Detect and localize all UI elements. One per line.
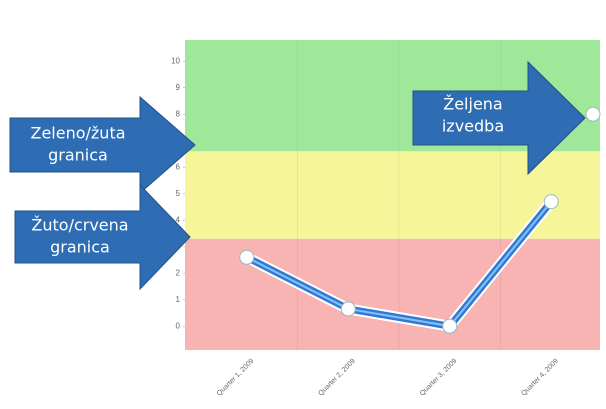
annotations: Zeleno/žuta granica Žuto/crvena granica Želj… [9,60,601,291]
annotation-text: Zeleno/žuta [30,124,125,143]
y-tick-label: 1 [176,295,181,304]
marker [543,194,559,210]
y-tick-label: 9 [176,83,181,92]
arrow [412,60,586,176]
y-tick-label: 10 [171,56,180,65]
y-tick-label: 8 [176,109,181,118]
y-tick-label: 0 [176,321,181,330]
line-highlight [246,200,553,328]
marker [340,301,356,317]
annotation-text: izvedba [442,117,504,136]
annotation-text: Željena [443,95,502,114]
y-tick-label: 2 [176,268,181,277]
arrow [14,183,191,291]
annotation-text: granica [50,238,110,257]
marker [239,249,255,265]
marker [442,318,458,334]
y-tick-label: 6 [176,162,181,171]
target-marker [585,106,601,122]
annotation-text: Žuto/crvena [31,216,128,235]
y-tick-label: 5 [176,189,181,198]
y-tick-label: 4 [176,215,181,224]
annotation-text: granica [48,146,108,165]
arrow [9,95,196,195]
